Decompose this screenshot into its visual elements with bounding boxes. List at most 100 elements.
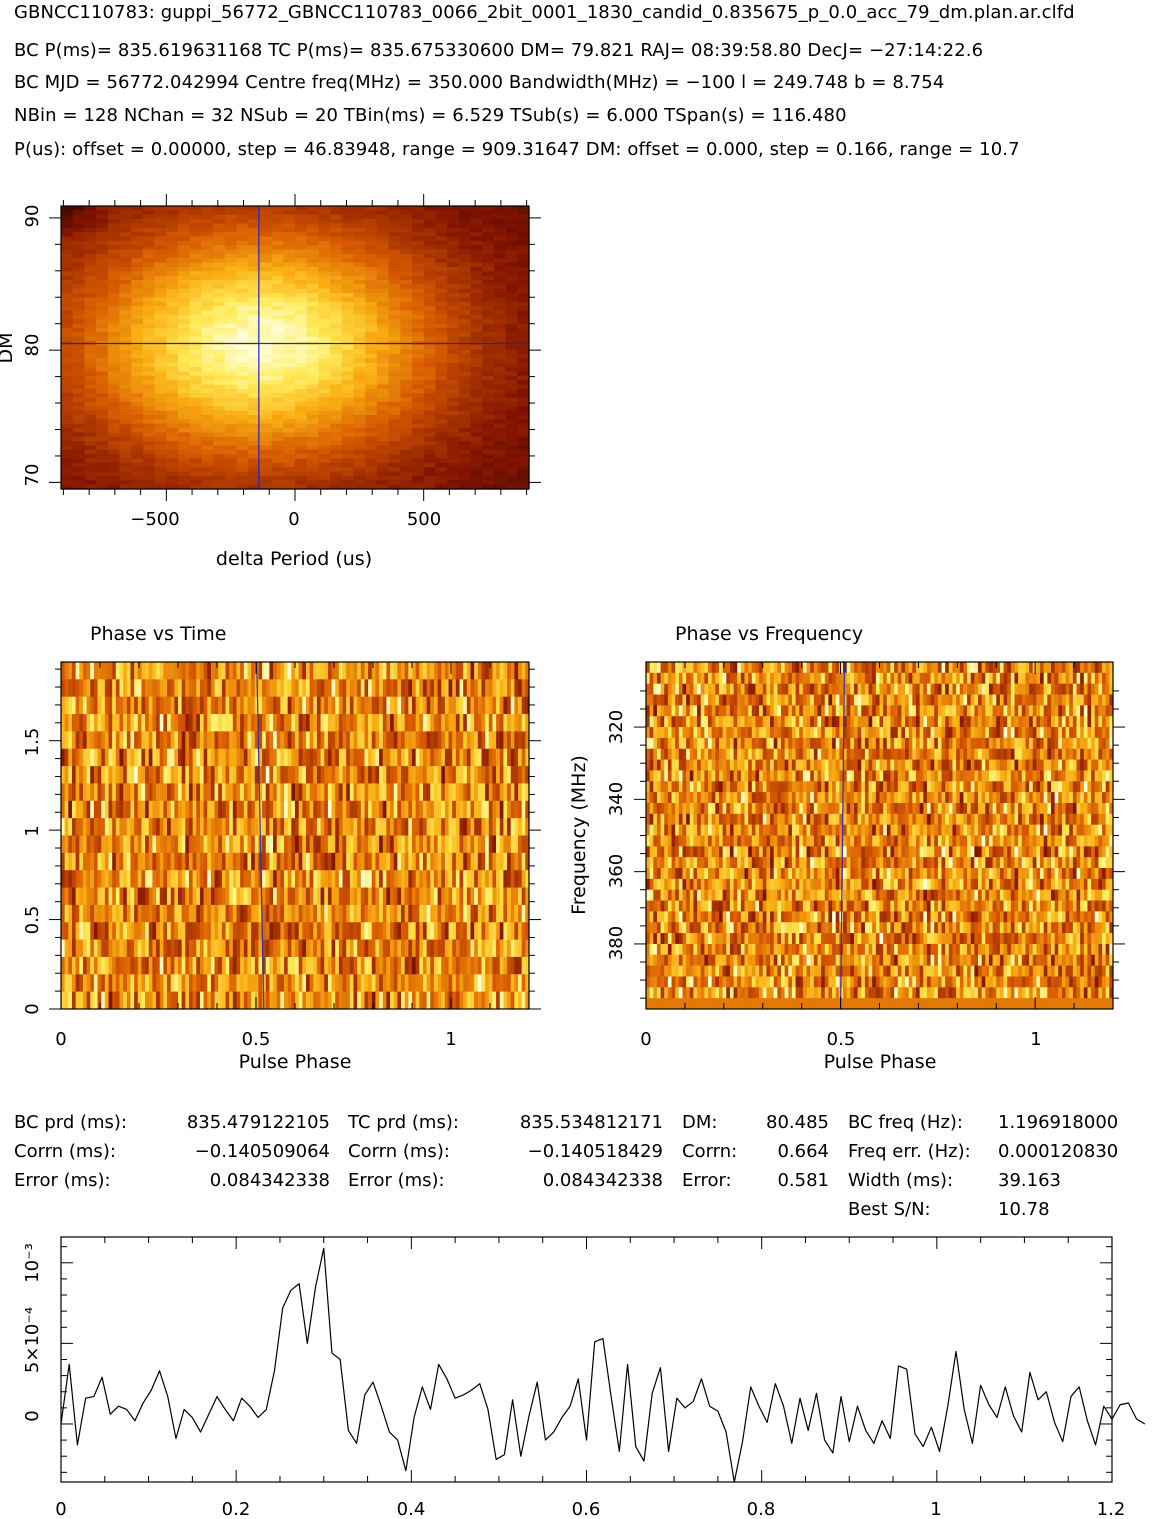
heatmap-cell — [309, 870, 314, 889]
heatmap-cell — [210, 852, 216, 871]
heatmap-cell — [388, 480, 401, 486]
heatmap-cell — [72, 236, 85, 242]
heatmap-cell — [412, 441, 425, 447]
heatmap-cell — [318, 454, 331, 460]
heatmap-cell — [388, 219, 401, 225]
heatmap-cell — [214, 852, 219, 871]
heatmap-cell — [214, 904, 219, 923]
heatmap-cell — [61, 696, 66, 715]
heatmap-cell — [166, 419, 179, 425]
heatmap-cell — [101, 904, 106, 923]
heatmap-cell — [236, 922, 241, 941]
heatmap-cell — [152, 956, 157, 975]
heatmap-cell — [108, 956, 113, 975]
heatmap-cell — [305, 922, 311, 941]
heatmap-cell — [259, 375, 273, 381]
heatmap-cell — [458, 380, 472, 386]
heatmap-cell — [119, 454, 132, 460]
heatmap-cell — [166, 380, 179, 386]
heatmap-cell — [236, 818, 241, 836]
heatmap-cell — [166, 288, 179, 294]
heatmap-cell — [189, 232, 202, 238]
heatmap-cell — [224, 380, 238, 386]
heatmap-cell — [437, 696, 442, 715]
heatmap-cell — [423, 223, 436, 229]
heatmap-cell — [248, 393, 261, 399]
heatmap-cell — [341, 284, 355, 290]
heatmap-cell — [437, 662, 442, 680]
heatmap-cell — [488, 870, 493, 889]
heatmap-cell — [331, 748, 336, 767]
heatmap-cell — [213, 441, 226, 447]
heatmap-cell — [448, 696, 453, 715]
heatmap-cell — [318, 414, 331, 420]
heatmap-cell — [525, 662, 530, 680]
heatmap-cell — [309, 766, 314, 784]
heatmap-cell — [224, 358, 238, 364]
heatmap-cell — [119, 210, 132, 216]
heatmap-cell — [375, 922, 380, 941]
heatmap-cell — [466, 818, 471, 836]
heatmap-cell — [444, 870, 450, 889]
heatmap-cell — [213, 301, 226, 307]
heatmap-cell — [435, 271, 448, 277]
heatmap-cell — [61, 223, 74, 229]
heatmap-cell — [236, 748, 241, 767]
heatmap-cell — [201, 262, 214, 268]
heatmap-cell — [330, 354, 343, 359]
heatmap-cell — [224, 419, 238, 425]
heatmap-cell — [419, 662, 424, 680]
heatmap-cell — [458, 223, 472, 229]
heatmap-cell — [426, 939, 431, 958]
heatmap-cell — [379, 766, 384, 784]
heatmap-cell — [470, 236, 483, 242]
heatmap-cell — [218, 818, 223, 836]
heatmap-cell — [166, 393, 179, 399]
heatmap-cell — [71, 974, 77, 993]
heatmap-cell — [463, 835, 468, 854]
heatmap-cell — [189, 462, 202, 468]
heatmap-cell — [207, 904, 212, 923]
heatmap-cell — [482, 406, 495, 412]
heatmap-cell — [470, 401, 483, 407]
heatmap-cell — [505, 301, 518, 307]
heatmap-cell — [72, 223, 85, 229]
heatmap-cell — [393, 679, 398, 698]
heatmap-cell — [166, 375, 179, 381]
heatmap-cell — [196, 939, 201, 958]
heatmap-cell — [437, 679, 442, 698]
heatmap-cell — [283, 471, 296, 477]
heatmap-cell — [283, 441, 296, 447]
heatmap-cell — [412, 428, 425, 433]
heatmap-cell — [61, 206, 74, 211]
heatmap-cell — [458, 327, 472, 333]
heatmap-cell — [68, 766, 73, 784]
heatmap-cell — [119, 766, 124, 784]
heatmap-cell — [178, 441, 191, 447]
heatmap-cell — [365, 445, 378, 451]
heatmap-cell — [64, 766, 69, 784]
heatmap-cell — [341, 484, 355, 490]
heatmap-cell — [435, 401, 448, 407]
heatmap-cell — [283, 436, 296, 442]
heatmap-cell — [481, 731, 486, 750]
heatmap-cell — [295, 679, 300, 698]
heatmap-cell — [283, 284, 296, 290]
heatmap-cell — [353, 449, 366, 455]
heatmap-cell — [213, 458, 226, 464]
heatmap-cell — [61, 288, 74, 294]
heatmap-cell — [258, 956, 263, 975]
heatmap-cell — [90, 731, 95, 750]
heatmap-cell — [368, 714, 373, 732]
heatmap-cell — [305, 679, 311, 698]
heatmap-cell — [167, 922, 172, 941]
heatmap-cell — [435, 388, 448, 394]
heatmap-cell — [415, 852, 420, 871]
heatmap-cell — [306, 301, 319, 307]
heatmap-cell — [251, 731, 256, 750]
heatmap-cell — [178, 423, 191, 429]
heatmap-cell — [93, 887, 99, 906]
heatmap-cell — [96, 258, 109, 264]
heatmap-cell — [61, 800, 66, 819]
heatmap-cell — [152, 887, 157, 906]
